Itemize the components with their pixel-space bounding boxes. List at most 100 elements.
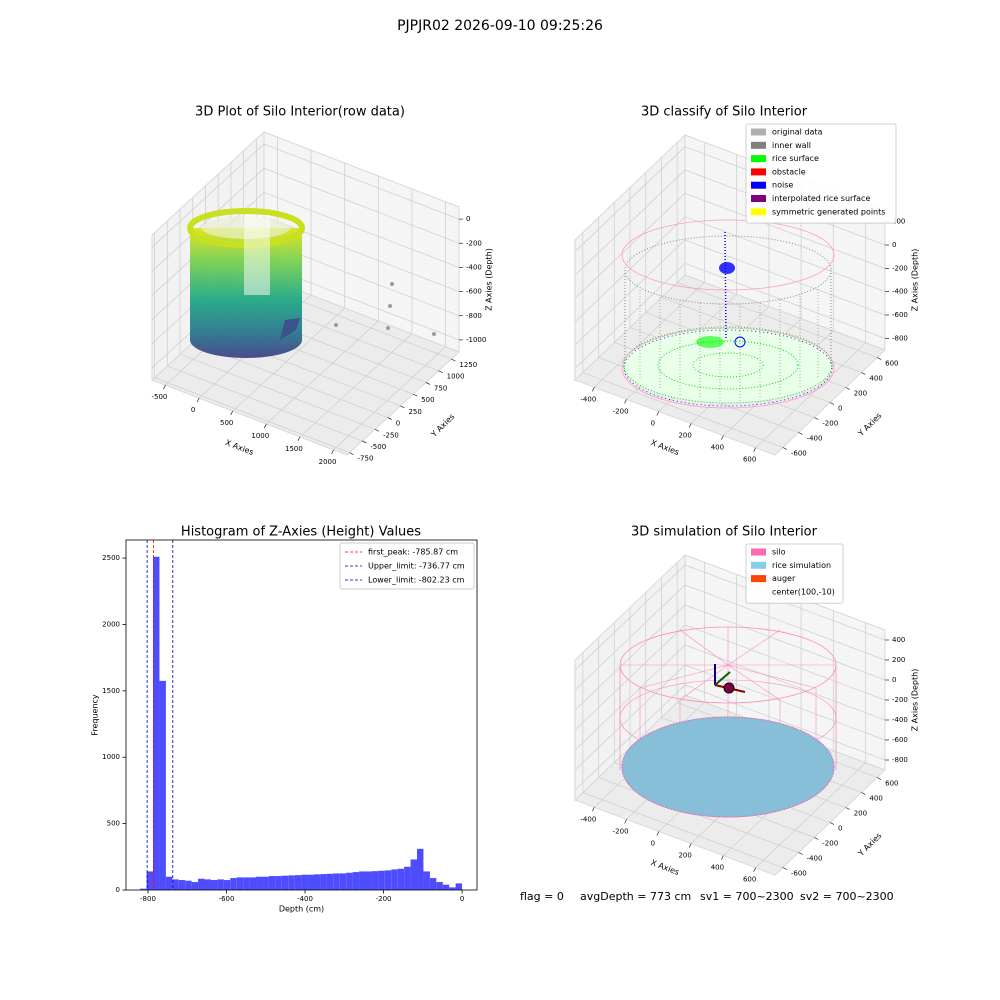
bar [191,882,199,890]
x-tick-label: 0 [651,419,655,427]
y-tick-label: 1250 [459,361,477,369]
bar [268,876,276,890]
legend-swatch [751,181,766,189]
x-tick-label: 0 [191,406,195,414]
bar [429,878,437,890]
z-tick-label: -400 [466,263,482,271]
legend-label: noise [772,181,793,190]
bar [301,874,308,890]
x-axis-label: X Axies [650,438,681,457]
tick-mark [798,852,803,855]
y-tick-label: 0 [838,825,842,833]
x-tick-label: 1500 [285,445,303,453]
bar [159,680,166,890]
bar [339,873,347,890]
tick-mark [592,807,595,812]
legend-swatch [751,575,766,583]
z-tick-label: 200 [892,218,905,226]
legend-swatch [751,155,766,163]
grid-line [582,232,783,448]
y-tick-label: 600 [885,780,898,788]
legend-swatch [751,168,766,176]
bar [320,874,327,890]
bar [410,859,418,890]
tick-mark [656,831,660,836]
x-tick-label: 1000 [251,432,269,440]
x-tick-label: -400 [580,395,596,403]
legend-box [339,542,475,590]
tick-mark [861,372,866,375]
tick-mark [387,417,392,420]
bar [352,872,360,890]
tick-mark [656,411,660,416]
bar [404,866,411,890]
tick-mark [753,447,756,452]
bar [172,879,179,890]
tick-mark [362,440,367,444]
y-tick-label: 400 [869,795,882,803]
grid-line [574,684,886,791]
bar [294,875,302,890]
legend-swatch [751,561,766,569]
x-tick-label: -800 [140,895,156,903]
bar [165,876,173,890]
tick-mark [624,399,627,404]
tick-mark [877,357,882,360]
x-axis-label: X Axies [224,438,255,457]
bar [140,888,147,890]
z-tick-label: -400 [892,716,908,724]
x-tick-label: 200 [678,432,691,440]
chart-title: 3D simulation of Silo Interior [631,525,818,540]
grid-line [154,232,350,454]
y-tick-label: -400 [807,855,823,863]
y-axis-label: Y Axies [429,412,457,440]
bar [384,870,392,890]
y-tick-label: 0 [116,886,120,894]
tick-mark [624,819,627,824]
x-tick-label: -600 [219,895,235,903]
y-tick-label: 2500 [102,554,120,562]
chart-title: 3D Plot of Silo Interior(row data) [195,105,405,120]
y-tick-label: 400 [869,375,882,383]
tick-mark [451,358,456,362]
bar [359,871,366,890]
x-tick-label: -200 [613,407,629,415]
x-tick-label: 200 [678,852,691,860]
tick-mark [814,837,819,840]
z-tick-label: -200 [892,264,908,272]
z-axis-label: Z Axies (Depth) [911,669,920,732]
bar [185,880,192,890]
bar [204,879,211,890]
legend-label: symmetric generated points [772,207,885,216]
footer-text: avgDepth = 773 cm [580,890,691,903]
tick-mark [782,447,787,450]
tick-mark [721,435,724,440]
x-tick-label: 2000 [319,458,337,466]
legend-label: original data [772,128,823,137]
footer-text: sv1 = 700~2300 [700,890,794,903]
x-tick-label: -500 [152,393,168,401]
tick-mark [845,807,850,810]
legend-box [745,123,897,224]
grid-line [266,175,379,425]
bar [307,874,314,890]
bar [365,871,372,890]
tick-mark [264,423,267,429]
tick-mark [425,382,431,385]
bar [391,869,398,890]
z-tick-label: 200 [892,656,905,664]
legend-label: Lower_limit: -802.23 cm [368,576,465,585]
y-tick-label: 500 [107,820,120,828]
z-tick-label: -800 [892,756,908,764]
legend-swatch [751,195,766,202]
tick-mark [413,393,418,397]
tick-mark [829,402,835,405]
bar [423,871,430,890]
legend-label: auger [772,574,796,583]
bar [346,872,353,890]
tick-mark [400,405,405,409]
bar [146,871,154,890]
grid-line [598,637,799,853]
grid-line [333,201,446,451]
y-axis-label: Frequency [91,694,100,736]
